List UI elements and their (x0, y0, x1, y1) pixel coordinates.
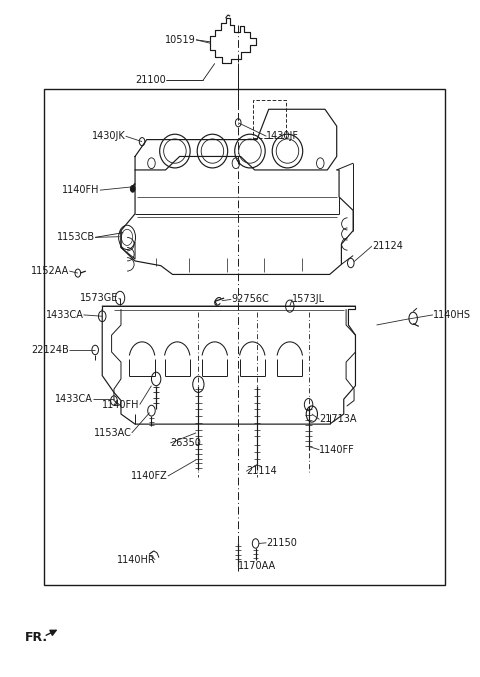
Text: 1140HR: 1140HR (117, 554, 155, 565)
Text: 21124: 21124 (372, 241, 403, 251)
Text: 21114: 21114 (246, 466, 277, 477)
Text: 92756C: 92756C (231, 294, 269, 305)
Text: 1140FZ: 1140FZ (131, 471, 168, 481)
Text: 1140FH: 1140FH (62, 185, 100, 195)
Text: 10519: 10519 (165, 35, 196, 45)
Circle shape (131, 185, 135, 192)
Text: 21713A: 21713A (319, 414, 357, 424)
Text: 1140FH: 1140FH (102, 399, 140, 410)
Bar (253, 100, 286, 137)
Text: 1152AA: 1152AA (31, 266, 70, 276)
Text: 1170AA: 1170AA (238, 561, 276, 571)
Text: 1573JL: 1573JL (292, 294, 325, 305)
Text: 26350: 26350 (170, 438, 201, 448)
Text: 1430JK: 1430JK (92, 131, 126, 141)
Text: 1433CA: 1433CA (46, 310, 84, 320)
Text: 22124B: 22124B (32, 345, 70, 355)
Text: 1433CA: 1433CA (55, 394, 93, 404)
Text: FR.: FR. (25, 631, 48, 644)
Text: 21100: 21100 (135, 75, 166, 85)
Text: 1153AC: 1153AC (94, 428, 132, 438)
Text: 21150: 21150 (266, 538, 297, 548)
Bar (44, 89, 444, 585)
Text: 1573GE: 1573GE (80, 293, 119, 303)
Text: 1153CB: 1153CB (57, 232, 95, 242)
Text: 1140HS: 1140HS (433, 310, 471, 320)
Text: 1430JF: 1430JF (266, 131, 300, 141)
Text: 1140FF: 1140FF (319, 445, 355, 455)
